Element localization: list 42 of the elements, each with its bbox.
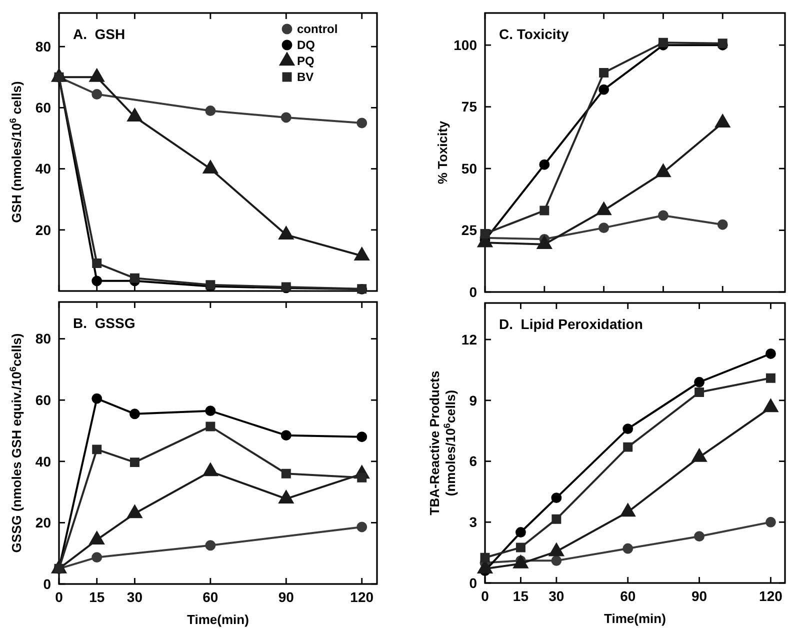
legend-label: BV [297,70,314,84]
x-tick-label: 30 [548,588,564,604]
y-tick-label: 20 [35,514,52,531]
x-tick-label: 15 [89,589,105,605]
y-tick-label: 20 [35,222,52,238]
x-tick-label: 30 [126,589,143,605]
text: D. Lipid Peroxidation [499,316,643,332]
x-tick-label: 90 [278,589,294,605]
y-tick-label: 80 [35,330,52,347]
y-tick-label: 3 [469,514,478,530]
y-tick-label: 0 [469,284,478,300]
text: A. GSH [73,26,126,42]
x-tick-label: 120 [350,589,374,605]
y-tick-label: 40 [35,453,52,470]
y-tick-label: 6 [469,453,478,470]
legend-label: PQ [297,54,314,68]
x-tick-label: 120 [759,588,783,604]
x-axis-title: Time(min) [604,611,666,626]
legend-label: DQ [297,38,315,52]
x-tick-label: 60 [202,589,218,605]
x-tick-label: 0 [481,588,490,604]
y-tick-label: 75 [461,98,478,115]
y-tick-label: 60 [35,392,52,408]
legend-label: control [297,22,338,36]
y-tick-label: 100 [454,36,478,53]
y-tick-label: 0 [43,576,52,592]
x-axis-title: Time(min) [187,612,249,627]
x-tick-label: 60 [620,588,636,604]
y-tick-label: 0 [469,574,478,591]
x-tick-label: 0 [55,589,64,605]
x-tick-label: 90 [691,588,708,604]
y-axis-title: % Toxicity [435,120,450,184]
x-tick-label: 15 [512,588,529,604]
y-tick-label: 80 [35,38,52,55]
y-tick-label: 12 [461,331,478,348]
y-tick-label: 9 [469,392,478,408]
text: C. Toxicity [499,26,569,42]
text: B. GSSG [73,315,136,331]
y-tick-label: 60 [35,100,52,116]
y-tick-label: 40 [35,160,52,177]
y-tick-label: 25 [461,222,478,238]
y-tick-label: 50 [461,160,478,176]
